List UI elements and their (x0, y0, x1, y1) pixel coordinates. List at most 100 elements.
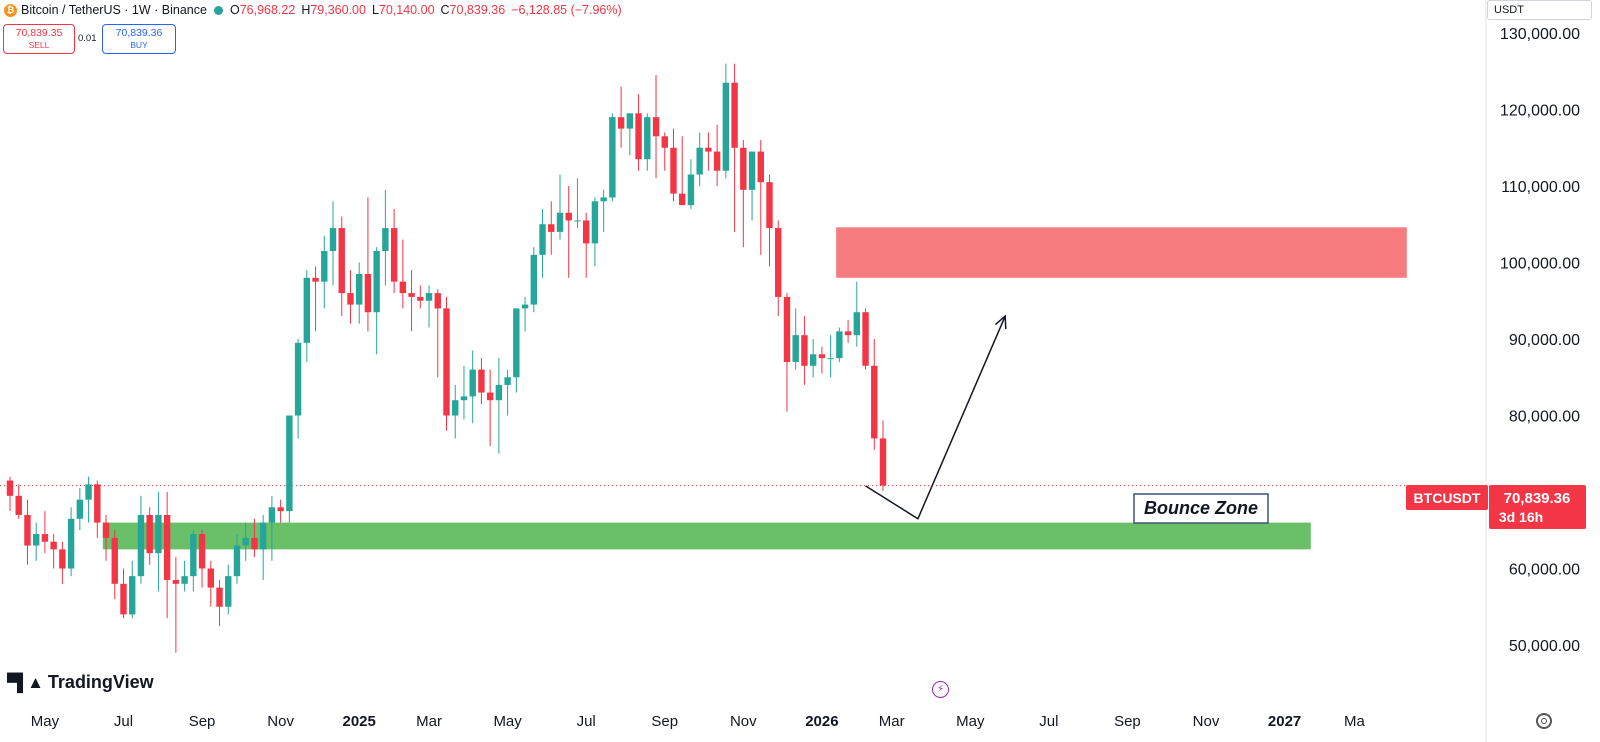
resistance-zone[interactable] (836, 227, 1407, 278)
buy-label: BUY (130, 40, 148, 50)
candle (591, 197, 599, 267)
candle (661, 132, 668, 171)
candle-body (321, 251, 328, 282)
time-tick-label: Nov (1193, 713, 1220, 730)
candle (836, 327, 843, 362)
candle (478, 358, 485, 405)
candle-body (679, 193, 686, 206)
candle (792, 308, 799, 370)
candle-body (775, 228, 782, 297)
candle (207, 560, 214, 607)
candle (853, 281, 861, 347)
candles (6, 63, 887, 653)
candle (41, 511, 49, 554)
candle (268, 495, 276, 561)
candle-body (879, 438, 887, 486)
candle (190, 530, 197, 592)
projection-arrow[interactable] (865, 314, 1007, 520)
candle-body (338, 228, 345, 294)
candle-body (225, 576, 232, 607)
buy-button[interactable]: 70,839.36 BUY (102, 24, 176, 54)
candle (687, 159, 695, 209)
candle-body (696, 147, 703, 175)
sell-label: SELL (28, 40, 50, 50)
candle-body (862, 312, 869, 366)
candle (748, 151, 756, 221)
candle-body (556, 212, 564, 232)
candle (120, 568, 127, 619)
candle-body (504, 377, 511, 385)
currency-selector[interactable]: USDT (1487, 0, 1592, 20)
candle (775, 220, 782, 317)
candle (225, 564, 232, 615)
candle-body (277, 507, 284, 512)
settings-gear-icon[interactable] (1536, 713, 1552, 729)
candle (530, 247, 537, 313)
candle-body (635, 113, 642, 160)
candle (102, 514, 110, 561)
candle-body (582, 220, 590, 244)
candle-body (565, 212, 572, 221)
price-axis: 50,000.0060,000.0070,000.0080,000.0090,0… (1500, 26, 1580, 655)
candle-body (417, 296, 424, 301)
candle-body (286, 415, 293, 512)
candle-body (478, 369, 485, 393)
candle (434, 289, 441, 378)
candle (390, 208, 398, 294)
lightning-icon[interactable]: ⚡ (932, 681, 949, 698)
candle-body (495, 384, 503, 401)
candle-body (163, 514, 171, 580)
candle-body (757, 151, 764, 183)
candle-body (600, 197, 607, 202)
candle-body (268, 507, 276, 523)
price-tick-label: 110,000.00 (1501, 179, 1580, 196)
candle (417, 285, 424, 309)
candle (338, 216, 345, 317)
tradingview-logo[interactable]: ▀▌▲ TradingView (7, 672, 154, 693)
symbol-header[interactable]: ₿ Bitcoin / TetherUS · 1W · Binance O 76,… (0, 0, 628, 20)
candle-body (871, 365, 878, 439)
candle (303, 270, 311, 362)
candle (705, 132, 712, 171)
bounce-zone-label[interactable]: Bounce Zone (1133, 493, 1269, 524)
candle (129, 560, 136, 619)
candle-body (644, 117, 651, 160)
candle-body (844, 331, 852, 336)
candle (879, 420, 887, 491)
open-label: O (229, 3, 240, 17)
candle-body (713, 151, 721, 171)
candle (24, 499, 31, 565)
candle (548, 201, 555, 255)
open-value: 76,968.22 (239, 3, 296, 17)
candle (277, 499, 284, 523)
candle-body (155, 514, 162, 554)
candle-body (146, 514, 153, 554)
candle (329, 201, 337, 286)
candle-body (364, 273, 372, 313)
price-tick-label: 100,000.00 (1500, 256, 1580, 273)
time-tick-label: Mar (879, 713, 905, 730)
candle-body (6, 480, 14, 496)
candle (574, 178, 581, 229)
candle-body (408, 293, 415, 297)
symbol-title[interactable]: Bitcoin / TetherUS · 1W · Binance (21, 3, 207, 17)
candle-body (59, 549, 66, 569)
candle-body (76, 499, 84, 519)
candle (556, 174, 564, 240)
sell-button[interactable]: 70,839.35 SELL (3, 24, 75, 54)
time-tick-label: May (31, 713, 60, 730)
candle (76, 488, 84, 531)
candle (809, 339, 817, 378)
candle-body (460, 396, 468, 401)
candle-body (626, 113, 634, 129)
bitcoin-icon: ₿ (4, 3, 17, 17)
projection-arrowhead (994, 314, 1007, 330)
time-tick-label: Sep (651, 713, 678, 730)
candle (670, 128, 677, 202)
change-value: −6,128.85 (−7.96%) (511, 3, 622, 17)
candle (871, 339, 878, 450)
support-zone[interactable] (102, 522, 1311, 550)
candle-body (67, 518, 75, 569)
candle-body (251, 537, 258, 550)
